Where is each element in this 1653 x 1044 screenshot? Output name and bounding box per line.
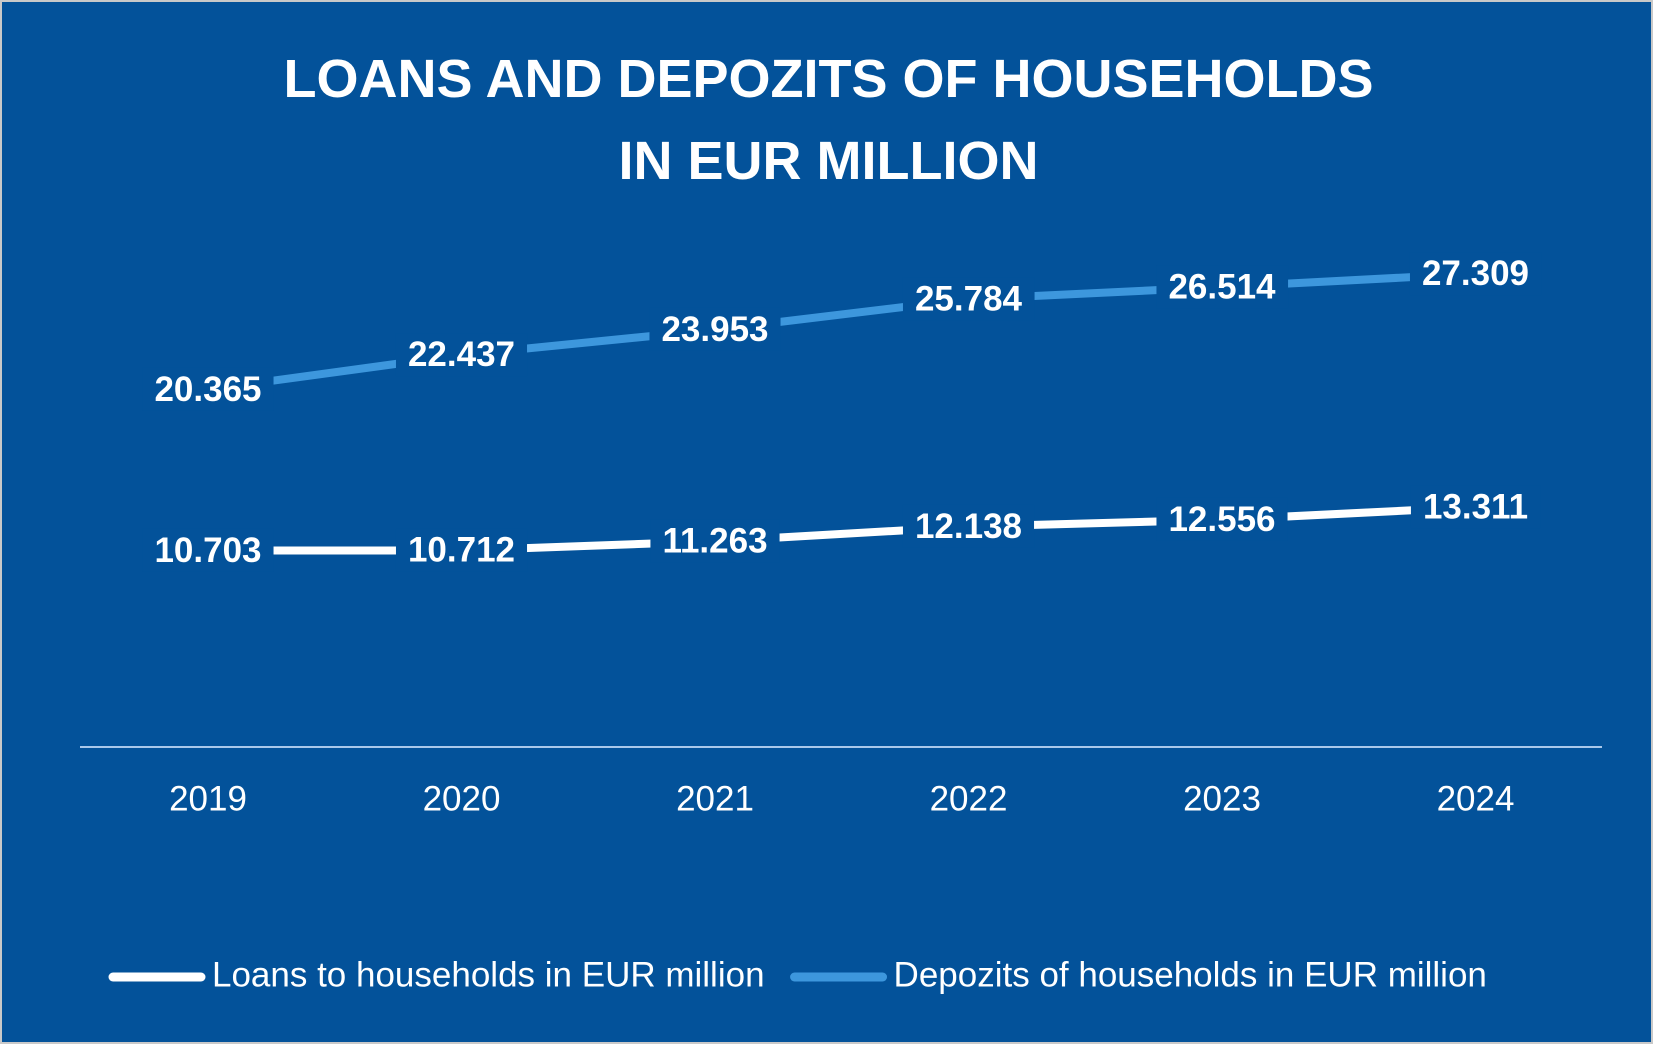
data-label-group: 13.311 bbox=[1410, 485, 1541, 529]
data-label: 10.703 bbox=[154, 531, 261, 570]
label-bg bbox=[650, 519, 780, 563]
data-label-group: 12.138 bbox=[902, 504, 1035, 548]
data-label: 11.263 bbox=[662, 521, 767, 560]
data-label: 26.514 bbox=[1168, 267, 1276, 306]
chart-title: LOANS AND DEPOZITS OF HOUSEHOLDS IN EUR … bbox=[283, 49, 1374, 191]
data-label: 12.556 bbox=[1168, 500, 1275, 539]
legend-label: Loans to households in EUR million bbox=[212, 955, 765, 994]
data-label: 13.311 bbox=[1423, 487, 1528, 526]
label-bg bbox=[1409, 252, 1542, 296]
label-bg bbox=[142, 367, 274, 411]
data-label-group: 11.263 bbox=[650, 519, 780, 563]
label-bg bbox=[142, 528, 274, 572]
data-label-group: 26.514 bbox=[1156, 265, 1289, 309]
data-label-group: 23.953 bbox=[649, 307, 781, 351]
label-bg bbox=[1156, 497, 1288, 541]
data-label-group: 27.309 bbox=[1409, 252, 1542, 296]
data-label-group: 22.437 bbox=[395, 333, 528, 377]
data-label-group: 10.712 bbox=[395, 528, 528, 572]
data-label: 20.365 bbox=[154, 370, 261, 409]
label-bg bbox=[1410, 485, 1541, 529]
label-bg bbox=[902, 504, 1035, 548]
data-label: 12.138 bbox=[915, 507, 1022, 546]
label-bg bbox=[649, 307, 781, 351]
data-label: 27.309 bbox=[1422, 254, 1529, 293]
label-bg bbox=[1156, 265, 1289, 309]
x-tick-label: 2019 bbox=[169, 779, 247, 818]
data-label-group: 20.365 bbox=[142, 367, 274, 411]
x-tick-label: 2021 bbox=[676, 779, 754, 818]
data-label-group: 25.784 bbox=[902, 277, 1035, 321]
x-tick-label: 2022 bbox=[930, 779, 1008, 818]
x-tick-label: 2023 bbox=[1183, 779, 1261, 818]
label-bg bbox=[395, 333, 528, 377]
data-label-group: 12.556 bbox=[1156, 497, 1288, 541]
label-bg bbox=[902, 277, 1035, 321]
data-label-group: 10.703 bbox=[142, 528, 274, 572]
data-label: 10.712 bbox=[408, 531, 515, 570]
data-label: 22.437 bbox=[408, 335, 515, 374]
legend-label: Depozits of households in EUR million bbox=[894, 955, 1487, 994]
data-label: 23.953 bbox=[661, 310, 768, 349]
x-tick-label: 2024 bbox=[1437, 779, 1515, 818]
label-bg bbox=[395, 528, 528, 572]
data-label: 25.784 bbox=[915, 279, 1023, 318]
x-tick-label: 2020 bbox=[423, 779, 501, 818]
